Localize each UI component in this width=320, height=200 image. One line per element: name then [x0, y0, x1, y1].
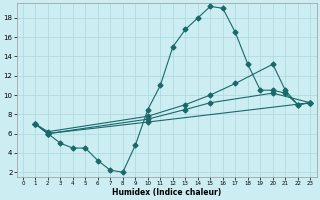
- X-axis label: Humidex (Indice chaleur): Humidex (Indice chaleur): [112, 188, 221, 197]
